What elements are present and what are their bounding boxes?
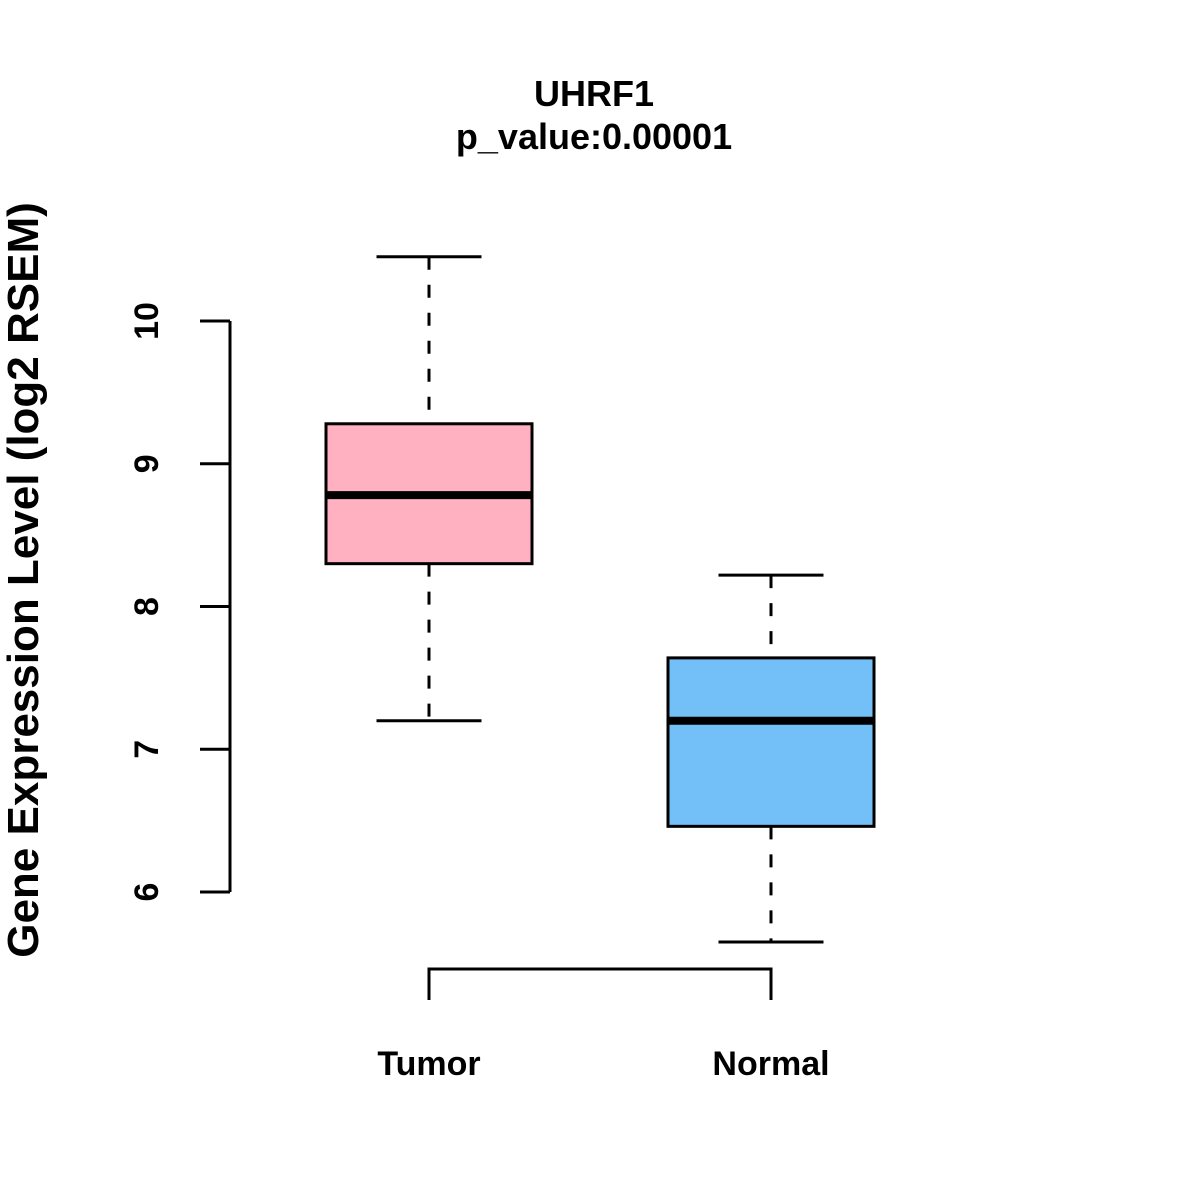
chart-title: UHRF1 <box>534 73 654 114</box>
y-axis-label: Gene Expression Level (log2 RSEM) <box>0 202 48 958</box>
y-tick-label: 10 <box>128 302 166 340</box>
y-tick-label: 9 <box>128 454 166 473</box>
box-normal <box>666 656 876 828</box>
x-axis-bracket <box>427 967 773 1000</box>
x-category-label: Normal <box>712 1045 829 1083</box>
plot-layer: 6 7 8 9 10 Tumor Normal <box>128 255 876 1083</box>
y-tick-label: 7 <box>128 740 166 759</box>
x-category-label: Tumor <box>377 1045 480 1083</box>
y-tick-label: 6 <box>128 883 166 902</box>
y-tick-label: 8 <box>128 597 166 616</box>
chart-subtitle: p_value:0.00001 <box>456 116 732 157</box>
